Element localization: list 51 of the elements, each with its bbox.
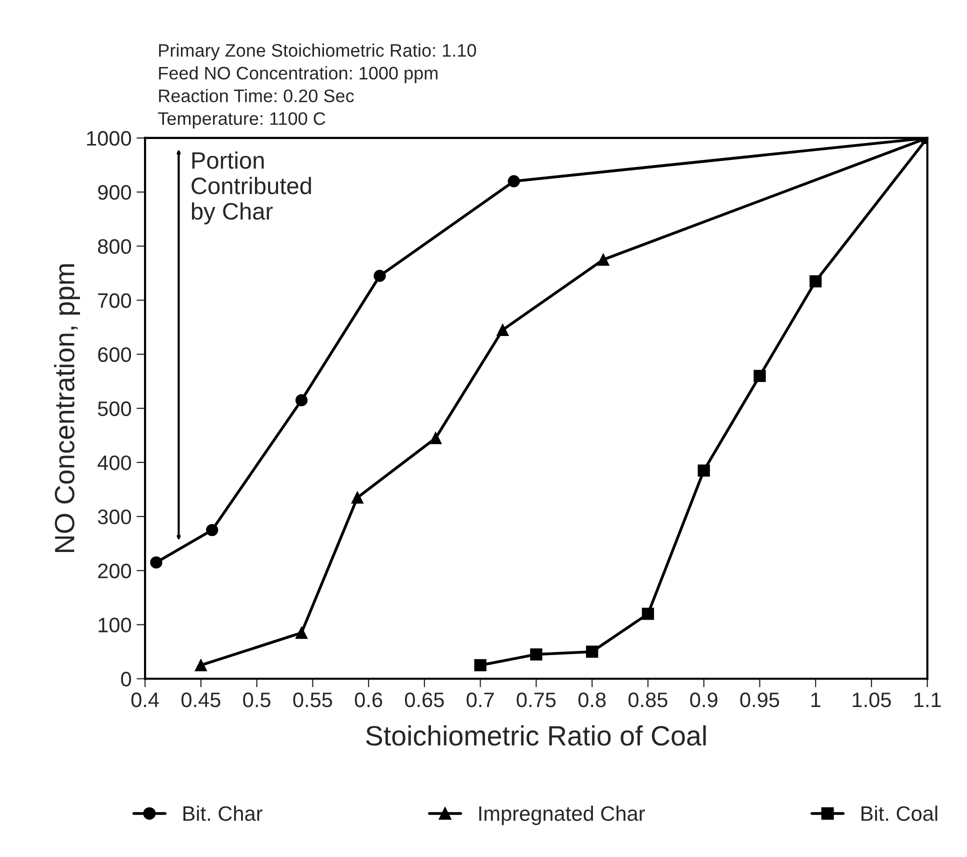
text: Primary Zone Stoichiometric Ratio: 1.10 Feed NO Concentration: 1000 ppm Reaction Time: 0.20 Sec Temperature: 1100 C [158, 44, 476, 129]
annotation: Portion Contributed by Char [192, 151, 311, 224]
x-tick-label: 0.65 [404, 692, 444, 708]
x-tick-label: 1.1 [914, 692, 941, 708]
y-tick-label: 1000 [87, 130, 132, 146]
point [698, 464, 710, 477]
point [295, 626, 308, 639]
x-tick-label: 0.45 [181, 692, 220, 708]
x-axis-title: Stoichiometric Ratio of Coal [366, 725, 706, 746]
y-tick-label: 200 [98, 564, 132, 578]
y-tick-label: 800 [98, 239, 132, 254]
x-tick-label: 0.75 [516, 692, 556, 708]
point [206, 524, 218, 536]
point [586, 646, 598, 658]
y-tick-label: 600 [98, 347, 132, 362]
point [374, 270, 386, 282]
point [508, 175, 520, 188]
point [597, 254, 610, 266]
point [754, 370, 766, 382]
y-tick-label: 0 [121, 672, 132, 686]
x-tick-label: 1.05 [852, 692, 891, 708]
point [474, 659, 486, 672]
y-tick-label: 100 [98, 618, 132, 632]
x-tick-label: 1 [811, 692, 820, 708]
legend-label: Impregnated Char [479, 806, 645, 826]
point [810, 275, 822, 288]
x-tick-label: 0.9 [690, 692, 718, 708]
point [642, 608, 654, 620]
x-tick-label: 0.55 [293, 692, 332, 708]
point [150, 556, 162, 569]
y-tick-label: 900 [98, 185, 132, 200]
y-tick-label: 300 [98, 510, 132, 524]
point [194, 659, 208, 672]
x-tick-label: 0.85 [628, 692, 668, 708]
x-tick-label: 0.4 [131, 692, 159, 708]
x-tick-label: 0.95 [740, 692, 780, 708]
legend-label: Bit. Coal [862, 806, 938, 821]
point [295, 394, 308, 406]
y-tick-label: 400 [98, 455, 132, 470]
point [351, 492, 364, 504]
point [430, 432, 442, 444]
x-tick-label: 0.5 [243, 692, 270, 708]
legend-label: Bit. Char [183, 806, 262, 821]
y-tick-label: 700 [98, 293, 132, 308]
x-tick-label: 0.8 [578, 692, 606, 708]
y-axis-title: NO Concentration, ppm [54, 264, 80, 552]
point [530, 648, 542, 660]
point [496, 324, 509, 336]
y-tick-label: 500 [98, 401, 132, 416]
x-tick-label: 0.7 [466, 692, 494, 708]
x-tick-label: 0.6 [354, 692, 382, 708]
